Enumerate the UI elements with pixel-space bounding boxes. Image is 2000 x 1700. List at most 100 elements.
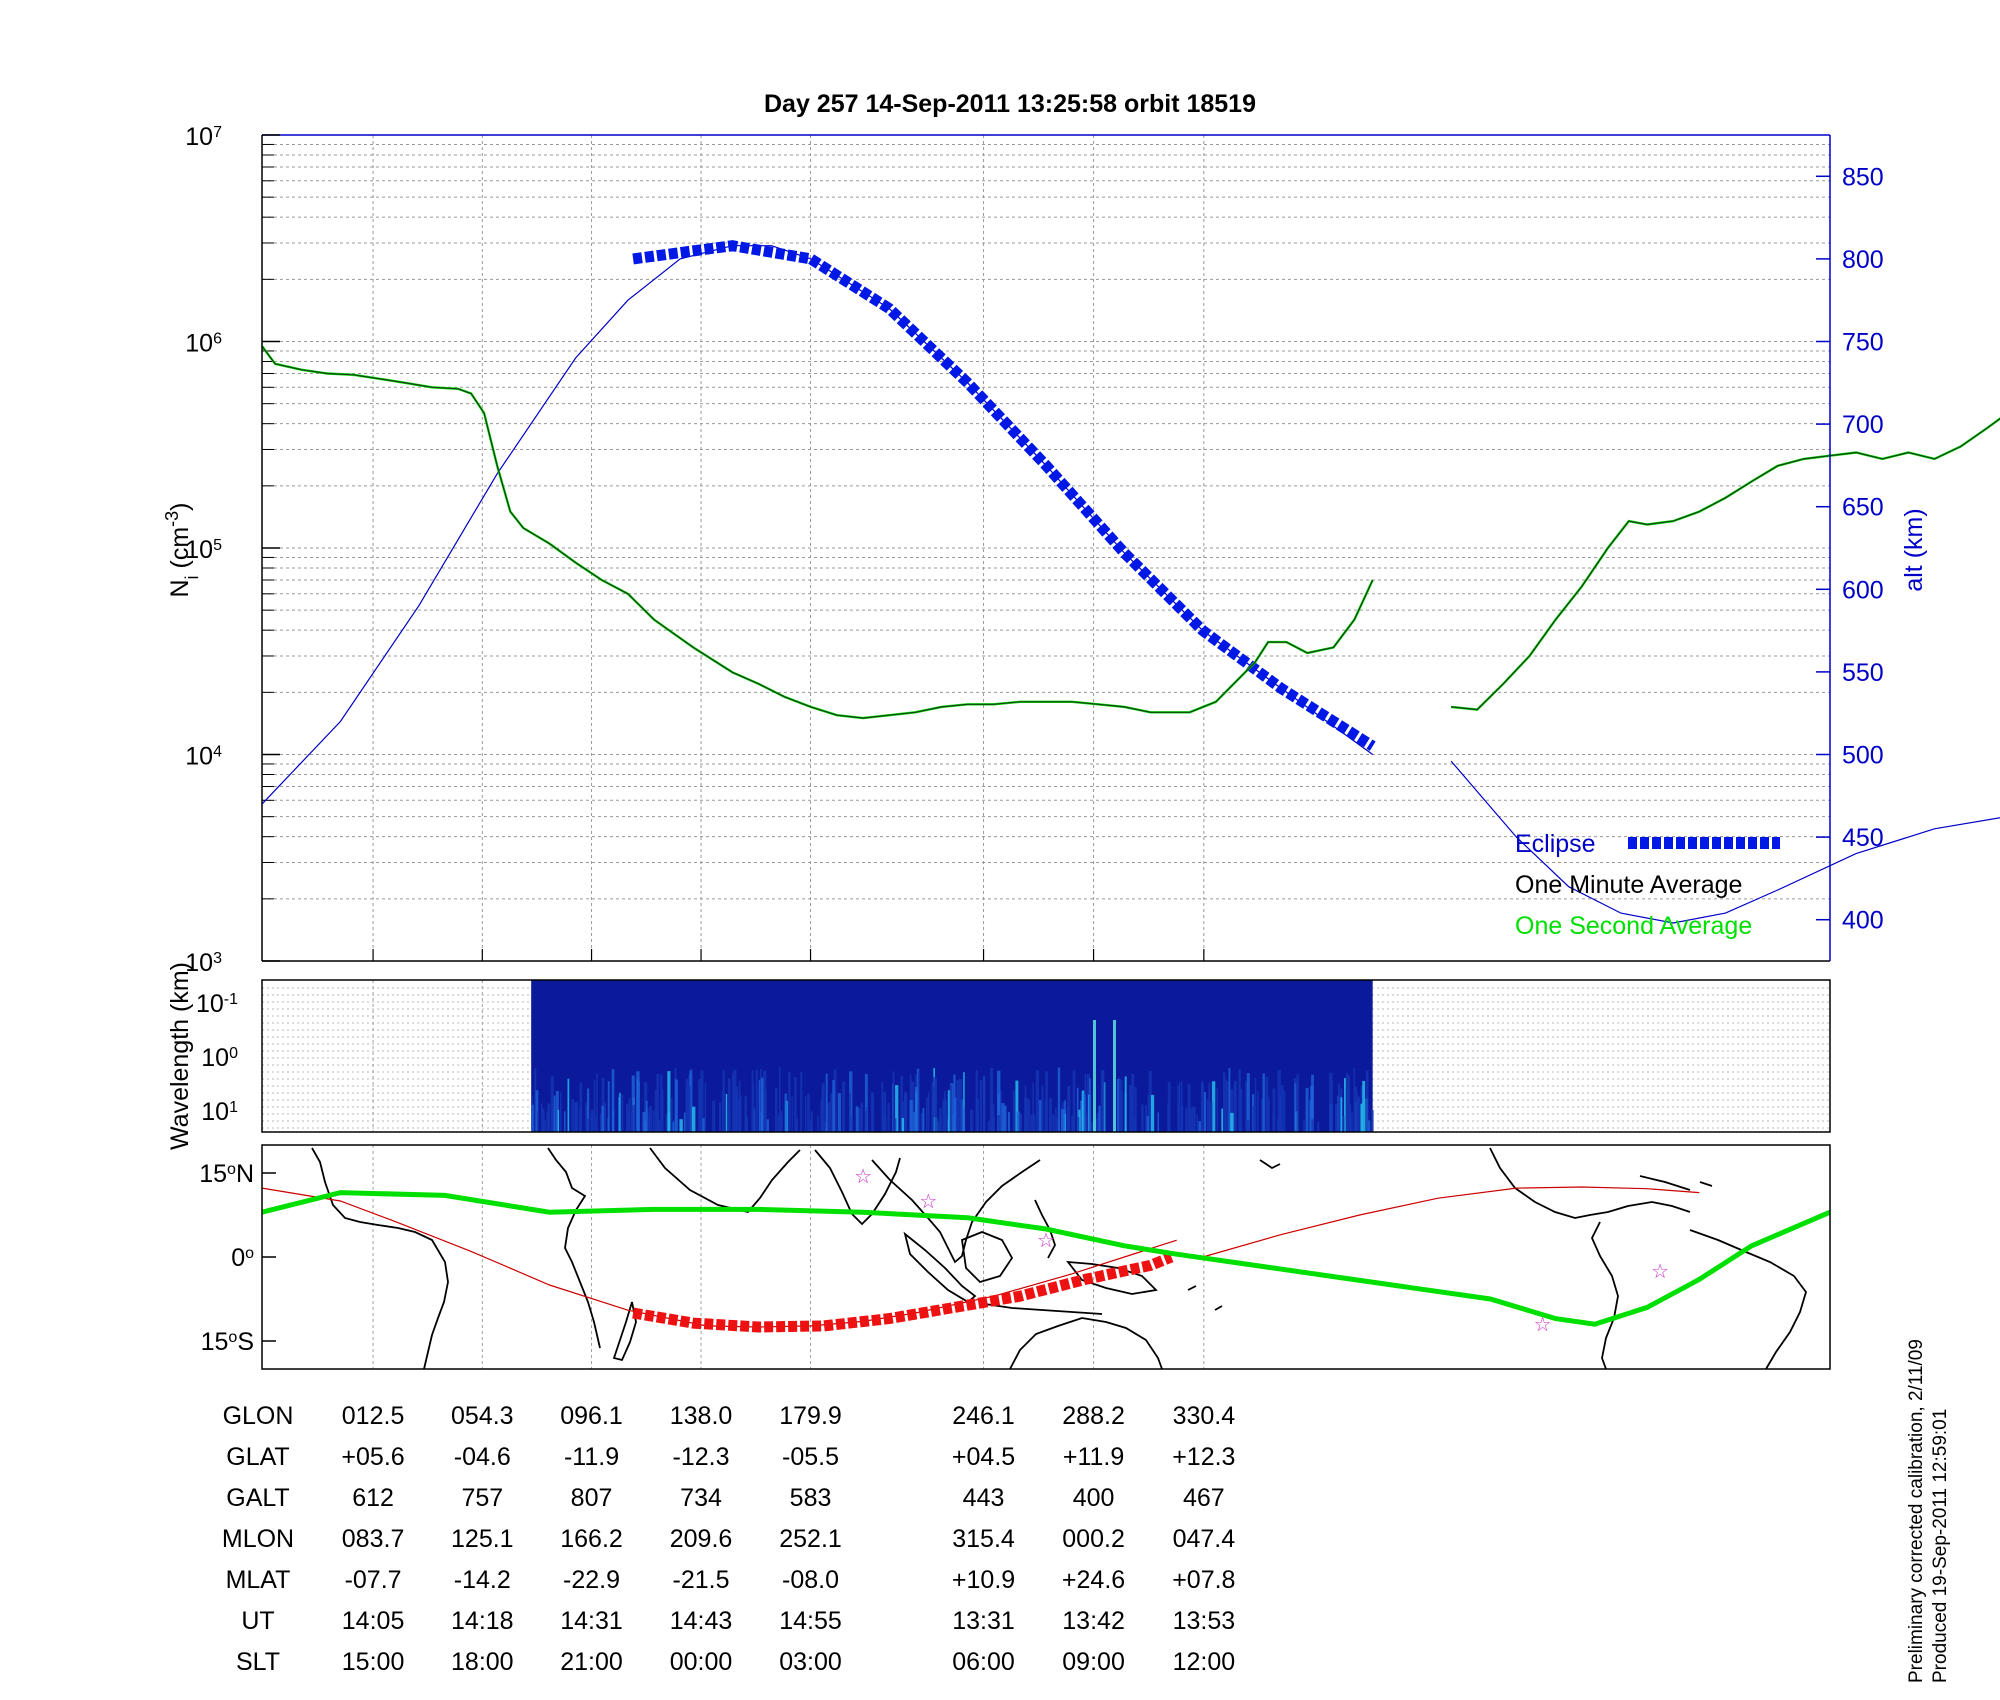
ephemeris-cell: 612 (352, 1484, 394, 1512)
tick-hemisphere: S (237, 1328, 254, 1356)
spectrogram-streak (593, 1079, 596, 1132)
ephemeris-table: GLON GLAT GALT MLON MLAT UT SLT 012.5 +05.6 612 08… (222, 1402, 1236, 1676)
spectrogram-streak (654, 1090, 658, 1132)
spectrogram-streak (1216, 1088, 1219, 1132)
tick-base: 10 (185, 330, 213, 358)
altitude-tick-label: 600 (1842, 576, 1884, 604)
spectrogram-streak (1189, 1108, 1193, 1132)
spectrogram-streak (1041, 1085, 1044, 1132)
spectrogram-streak (744, 1095, 747, 1132)
density-tick-label: 106 (185, 330, 222, 358)
spectrogram-streak (1262, 1073, 1265, 1132)
map-tick-label: 0o (231, 1244, 254, 1272)
spectrogram-streak (1226, 1081, 1229, 1132)
ephemeris-cell: 09:00 (1062, 1648, 1125, 1676)
tick-base: 10 (201, 1098, 229, 1126)
spectrogram-streak (1090, 1121, 1094, 1132)
spectrogram-streak (1038, 1099, 1042, 1132)
spectrogram-streak (735, 1086, 739, 1132)
tick-exponent: 5 (213, 537, 222, 554)
tick-value: 15 (201, 1328, 229, 1356)
spectrogram-streak (825, 1073, 828, 1132)
spectrogram-streak (1294, 1083, 1297, 1132)
spectrogram-streak (611, 1069, 615, 1132)
spectrogram-streak (553, 1095, 556, 1132)
spectrogram-streak (881, 1082, 884, 1132)
spectrogram-streak (1098, 1105, 1101, 1132)
spectrogram-streak (1016, 1111, 1020, 1132)
spectrogram-streak (719, 1102, 722, 1132)
ephemeris-cell: 14:31 (560, 1607, 623, 1635)
spectrogram-streak (821, 1083, 825, 1132)
spectrogram-streak (830, 1093, 834, 1132)
ephemeris-cell: 807 (571, 1484, 613, 1512)
ephemeris-cell: 096.1 (560, 1402, 623, 1430)
spectrogram-streak (804, 1096, 807, 1132)
spectrogram-tick-label: 101 (201, 1098, 238, 1126)
spectrogram-streak (1001, 1103, 1005, 1132)
map-tick-label: 15oN (199, 1160, 254, 1188)
ephemeris-cell: 012.5 (342, 1402, 405, 1430)
spectrogram-streak (982, 1075, 986, 1132)
spectrogram-streak (645, 1100, 648, 1132)
spectrogram-streak (810, 1111, 813, 1132)
ephemeris-cell: 138.0 (670, 1402, 733, 1430)
ephemeris-cell: -12.3 (673, 1443, 730, 1471)
spectrogram-streak (534, 1068, 537, 1132)
ephemeris-cell: -22.9 (563, 1566, 620, 1594)
spectrogram-streak (1119, 1090, 1123, 1132)
spectrogram-streak (936, 1121, 941, 1132)
spectrogram-streak (949, 1085, 953, 1132)
spectrogram-streak (920, 1113, 923, 1132)
spectrogram-streak (1063, 1109, 1066, 1132)
ephemeris-cell: 14:55 (779, 1607, 842, 1635)
spectrogram-streak (1024, 1120, 1028, 1132)
ephemeris-cell: 315.4 (952, 1525, 1015, 1553)
spectrogram-streak (1280, 1085, 1284, 1132)
ephemeris-row-label: UT (241, 1607, 274, 1635)
ephemeris-cell: 13:53 (1173, 1607, 1236, 1635)
footprint-line (261, 1190, 1831, 1327)
spectrogram-streak (870, 1092, 875, 1132)
ylabel-unit-open: (cm (166, 527, 194, 576)
spectrogram-streak (1196, 1114, 1198, 1132)
spectrogram-streak (766, 1119, 769, 1132)
one-minute-average-line (261, 345, 1374, 719)
coastline-map (311, 1147, 1807, 1370)
spectrogram-streak (947, 1090, 951, 1132)
ephemeris-cell: +07.8 (1172, 1566, 1235, 1594)
spectrogram-streak (652, 1110, 655, 1132)
spectrogram-streak (1267, 1095, 1269, 1132)
footer-calibration-note: Preliminary corrected calibration, 2/11/… (1906, 1339, 1927, 1683)
spectrogram-streak (1019, 1114, 1022, 1132)
spectrogram-streak (979, 1080, 983, 1132)
spectrogram-streak (1233, 1084, 1237, 1132)
spectrogram-streak (1180, 1105, 1184, 1132)
spectrogram-streak (738, 1099, 742, 1132)
spectrogram-streak (692, 1106, 696, 1132)
spectrogram-streak (1230, 1112, 1234, 1132)
ephemeris-cell: 13:42 (1062, 1607, 1125, 1635)
spectrogram-streak (1141, 1104, 1144, 1132)
spectrogram-streak (671, 1098, 673, 1132)
spectrogram-streak (1355, 1086, 1358, 1132)
star-marker: ☆ (919, 1191, 937, 1213)
spectrogram-streak (1197, 1120, 1200, 1132)
spectrogram-streak (567, 1078, 570, 1132)
ephemeris-row-label: GLAT (226, 1443, 289, 1471)
ephemeris-cell: 467 (1183, 1484, 1225, 1512)
spectrogram-streak (953, 1074, 956, 1132)
spectrogram-streak (938, 1116, 942, 1132)
spectrogram-streak (1337, 1083, 1341, 1132)
spectrogram-streak (631, 1075, 635, 1132)
spectrogram-streak (700, 1070, 704, 1132)
tick-base: 10 (185, 949, 213, 977)
ephemeris-cell: 443 (963, 1484, 1005, 1512)
spectrogram-streak (599, 1114, 603, 1132)
eclipse-track-line (632, 1251, 1174, 1333)
tick-exponent: 7 (213, 124, 222, 141)
spectrogram-streak (564, 1111, 566, 1132)
